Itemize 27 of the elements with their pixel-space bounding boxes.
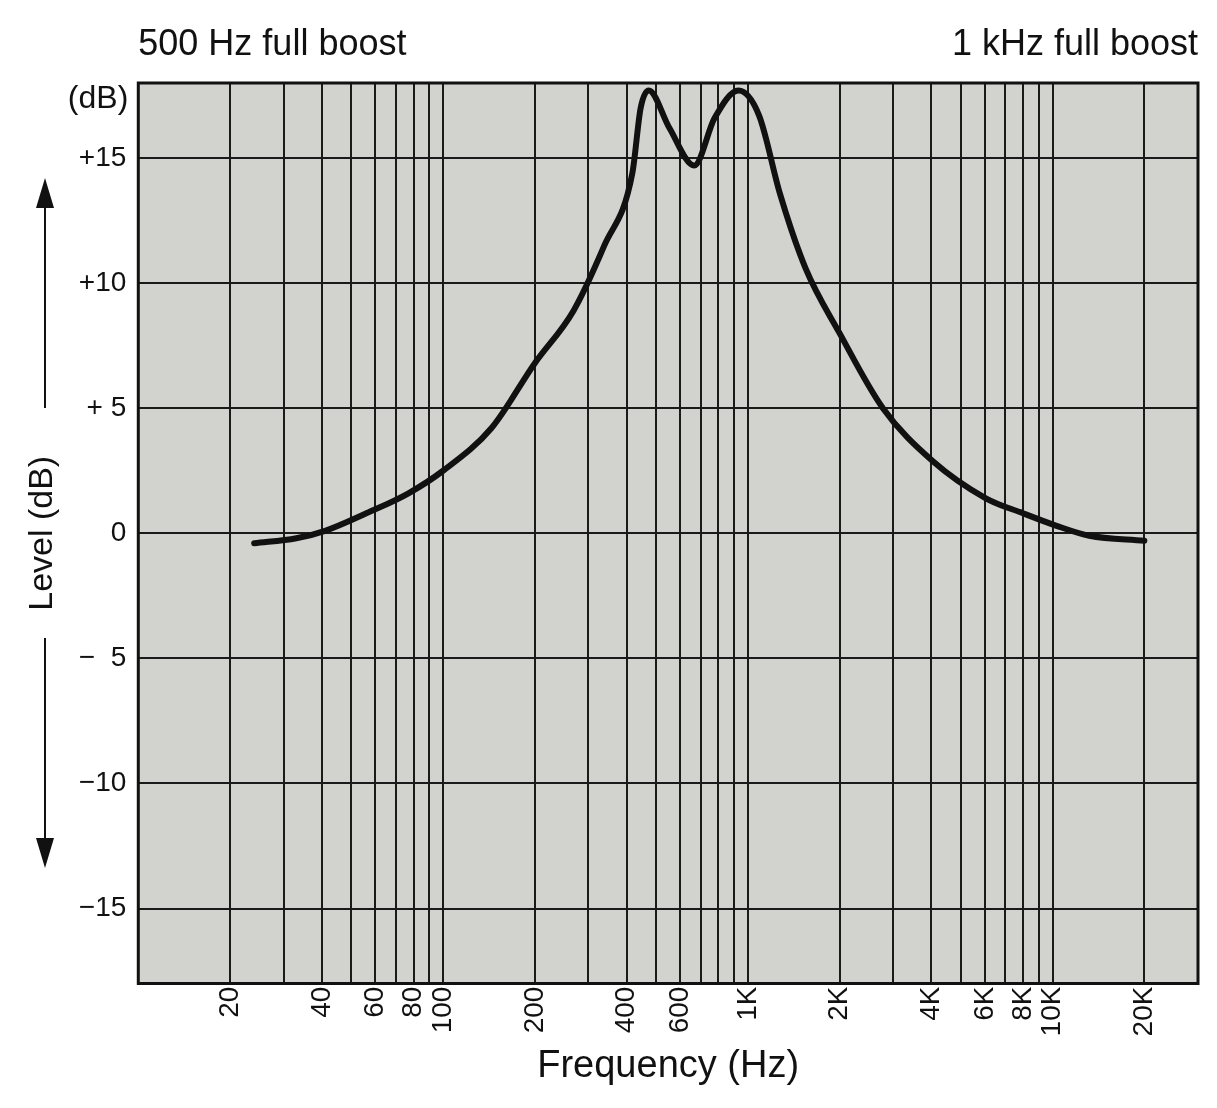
x-tick-label: 600 (662, 986, 694, 1034)
x-tick-label: 200 (517, 986, 549, 1034)
x-tick-label: 80 (396, 986, 428, 1018)
x-tick-label: 100 (425, 986, 457, 1034)
x-tick-label: 6K (967, 986, 999, 1021)
x-tick-label: 20 (212, 986, 244, 1018)
y-tick-label: −15 (78, 891, 127, 923)
y-tick-label: +15 (78, 140, 127, 172)
x-tick-label: 10K (1035, 986, 1067, 1037)
x-tick-label: 40 (304, 986, 336, 1018)
y-tick-label: 0 (110, 516, 127, 548)
y-tick-label: + 5 (86, 390, 127, 422)
x-tick-label: 4K (914, 986, 946, 1021)
y-tick-label: − 5 (78, 641, 127, 673)
x-tick-label: 60 (358, 986, 390, 1018)
text: 1 kHz full boost (951, 21, 1198, 63)
x-tick-label: 2K (822, 986, 854, 1021)
text: (dB) (67, 78, 129, 115)
x-tick-label: 20K (1127, 986, 1159, 1037)
y-tick-label: −10 (78, 766, 127, 798)
y-axis-title: Level (dB) (20, 455, 59, 611)
y-tick-label: +10 (78, 265, 127, 297)
x-tick-label: 1K (730, 986, 762, 1021)
x-axis-title: Frequency (Hz) (537, 1042, 800, 1085)
x-tick-label: 400 (609, 986, 641, 1034)
text: 500 Hz full boost (138, 21, 407, 63)
x-tick-label: 8K (1005, 986, 1037, 1021)
